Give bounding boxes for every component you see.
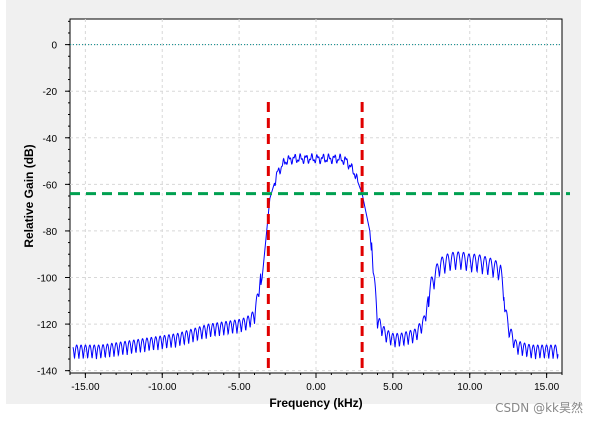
y-tick-label: -120 bbox=[37, 320, 57, 331]
x-tick-label: 0.00 bbox=[306, 382, 326, 393]
x-axis-label: Frequency (kHz) bbox=[269, 396, 362, 410]
grid bbox=[70, 19, 562, 373]
y-tick-label: -20 bbox=[43, 87, 58, 98]
x-tick-label: -5.00 bbox=[228, 382, 251, 393]
x-tick-label: -10.00 bbox=[148, 382, 177, 393]
x-tick-label: 10.00 bbox=[457, 382, 482, 393]
x-tick-label: 5.00 bbox=[383, 382, 403, 393]
y-tick-label: 0 bbox=[51, 41, 57, 52]
axis-ticks: -15.00 -10.00 -5.00 0.00 5.00 10.00 15.00 0 -20 -… bbox=[37, 20, 563, 393]
y-tick-label: -40 bbox=[43, 134, 58, 145]
y-axis-label: Relative Gain (dB) bbox=[22, 144, 36, 247]
x-tick-label: 15.00 bbox=[534, 382, 559, 393]
y-tick-label: -100 bbox=[37, 274, 57, 285]
spectrum-trace bbox=[72, 153, 559, 360]
y-tick-label: -140 bbox=[37, 367, 57, 378]
x-tick-label: -15.00 bbox=[71, 382, 100, 393]
y-tick-label: -80 bbox=[43, 227, 58, 238]
watermark: CSDN @kk昊然 bbox=[495, 401, 583, 415]
y-tick-label: -60 bbox=[43, 180, 58, 191]
